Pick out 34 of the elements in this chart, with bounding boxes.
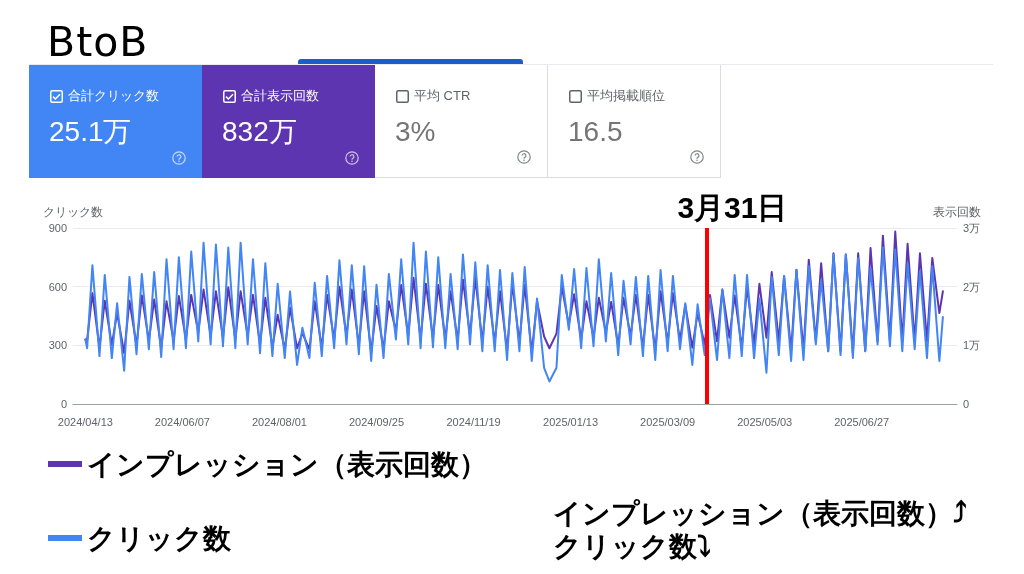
x-tick-label: 2024/04/13 xyxy=(57,415,113,428)
x-tick-label: 2024/06/07 xyxy=(154,415,210,428)
y2-tick-label: 3万 xyxy=(963,222,981,234)
x-tick-label: 2024/08/01 xyxy=(251,415,307,428)
x-tick-label: 2025/05/03 xyxy=(737,415,793,428)
text: BtoB xyxy=(47,18,149,66)
y2-tick-label: 0 xyxy=(963,398,970,410)
text: 25.1万 xyxy=(49,116,132,147)
text: 3% xyxy=(395,116,436,147)
y-tick-label: 600 xyxy=(48,280,67,293)
x-tick-label: 2025/06/27 xyxy=(834,415,890,428)
x-tick-label: 2024/09/25 xyxy=(348,415,405,428)
y2-axis-title: 表示回数 xyxy=(933,205,981,219)
category-label: 合計表示回数 xyxy=(241,87,319,105)
y-tick-label: 300 xyxy=(48,339,67,352)
line-series xyxy=(84,241,944,383)
text: インプレッション（表示回数）⤴ xyxy=(553,497,967,531)
category-label: 合計クリック数 xyxy=(68,87,159,105)
x-tick-label: 2024/11/19 xyxy=(446,415,501,428)
y2-tick-label: 1万 xyxy=(963,339,981,352)
text: クリック数⤵ xyxy=(553,530,711,564)
y-tick-label: 0 xyxy=(60,398,67,410)
category-label: 平均 CTR xyxy=(414,87,471,105)
legend-label: インプレッション（表示回数） xyxy=(87,448,487,480)
y-tick-label: 900 xyxy=(48,222,67,234)
category-label: 平均掲載順位 xyxy=(587,87,665,105)
y2-tick-label: 2万 xyxy=(963,280,981,293)
x-tick-label: 2025/01/13 xyxy=(543,415,599,428)
legend-label: クリック数 xyxy=(87,522,232,554)
ref-line-label: 3月31日 xyxy=(677,190,788,224)
text: 832万 xyxy=(222,116,297,147)
y-axis-title: クリック数 xyxy=(43,205,103,219)
x-tick-label: 2025/03/09 xyxy=(640,415,696,428)
text: 16.5 xyxy=(568,116,623,147)
